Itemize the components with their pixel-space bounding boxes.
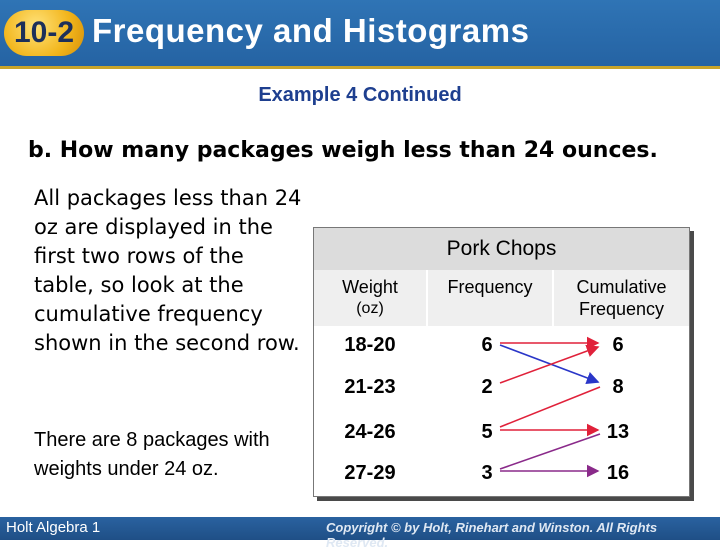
arrow-row2-to-row3	[499, 386, 601, 428]
row4-weight: 27-29	[344, 462, 396, 484]
slide-header: 10-2 Frequency and Histograms	[0, 0, 720, 69]
row1-cumulative: 6	[612, 334, 624, 356]
question-text: b. How many packages weigh less than 24 …	[28, 138, 658, 163]
table-title: Pork Chops	[314, 228, 689, 270]
header-weight-unit: (oz)	[356, 300, 384, 317]
frequency-table: Pork Chops Weight (oz) Frequency Cumulat…	[313, 227, 690, 497]
lesson-badge: 10-2	[4, 10, 84, 56]
row1-frequency: 6	[481, 334, 493, 356]
arrow-row1-to-row2	[499, 344, 600, 385]
footer-book-title: Holt Algebra 1	[6, 519, 101, 536]
header-cumulative-label-1: Cumulative	[576, 277, 667, 297]
lesson-number: 10-2	[13, 16, 75, 49]
slide-footer: Holt Algebra 1 Copyright © by Holt, Rine…	[0, 517, 720, 550]
header-weight-label: Weight	[342, 277, 398, 297]
example-subtitle: Example 4 Continued	[258, 84, 462, 106]
row4-cumulative: 16	[606, 462, 630, 484]
row2-cumulative: 8	[612, 376, 624, 398]
row4-frequency: 3	[481, 462, 493, 484]
row3-weight: 24-26	[344, 421, 396, 443]
slide-title: Frequency and Histograms	[92, 12, 530, 49]
header-cumulative-cell: Cumulative Frequency	[554, 270, 689, 326]
header-frequency-label: Frequency	[447, 277, 533, 297]
footer-copyright: Copyright © by Holt, Rinehart and Winsto…	[326, 520, 658, 550]
arrow-row3-to-row4	[499, 433, 601, 470]
header-cumulative-label-2: Frequency	[578, 299, 665, 319]
row2-frequency: 2	[481, 376, 493, 398]
header-frequency-cell: Frequency	[428, 270, 552, 326]
row3-cumulative: 13	[606, 421, 630, 443]
row1-weight: 18-20	[344, 334, 396, 356]
header-weight-cell: Weight (oz)	[314, 270, 426, 326]
row2-weight: 21-23	[344, 376, 396, 398]
arrow-row2-to-row1	[499, 344, 600, 384]
explanation-text: All packages less than 24 oz are display…	[34, 186, 302, 355]
answer-text: There are 8 packages with weights under …	[34, 429, 270, 480]
row3-frequency: 5	[481, 421, 493, 443]
